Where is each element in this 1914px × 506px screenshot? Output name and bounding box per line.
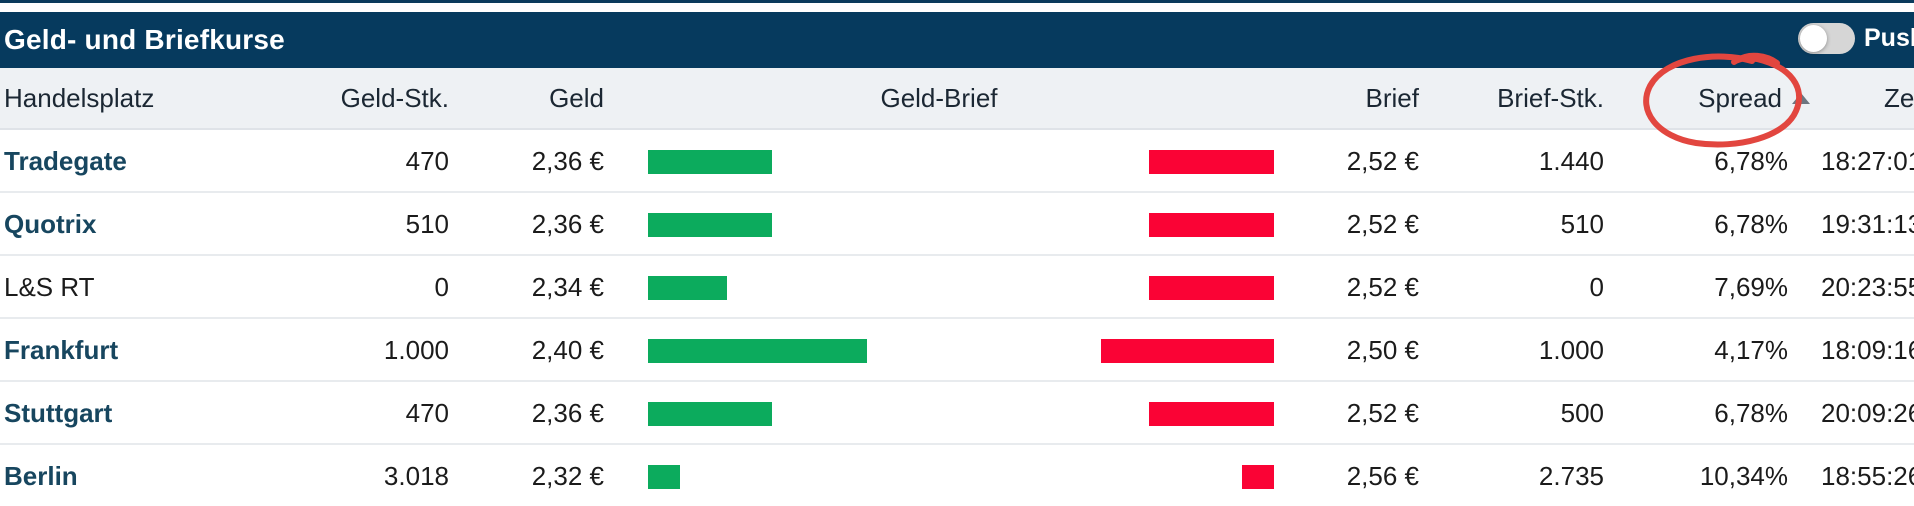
brief-value: 2,52 €	[1346, 272, 1419, 302]
widget-title-bar: Geld- und Briefkurse Push	[0, 12, 1914, 68]
column-header-handelsplatz[interactable]: Handelsplatz	[4, 82, 155, 113]
geld-value: 2,32 €	[531, 461, 604, 491]
geld-value: 2,36 €	[531, 398, 604, 428]
zeit-value: 20:09:26	[1821, 398, 1914, 428]
ask-bar	[1242, 464, 1274, 489]
column-header-brief-stk[interactable]: Brief-Stk.	[1497, 82, 1604, 113]
geld-value: 2,34 €	[531, 272, 604, 302]
geld-brief-bar-cell	[604, 445, 1274, 506]
geld-brief-bar-cell	[604, 319, 1274, 382]
spread-value: 6,78%	[1714, 146, 1788, 176]
top-border-line	[0, 0, 1914, 3]
brief-value: 2,52 €	[1346, 209, 1419, 239]
push-toggle-group: Push	[1798, 23, 1914, 54]
bid-bar	[648, 275, 727, 300]
ask-bar	[1101, 338, 1274, 363]
geld-brief-bar-cell	[604, 130, 1274, 193]
brief-value: 2,50 €	[1346, 335, 1419, 365]
bid-bar	[648, 464, 680, 489]
column-header-geld-stk[interactable]: Geld-Stk.	[340, 82, 449, 113]
geld-stk-value: 3.018	[383, 461, 449, 491]
spread-value: 6,78%	[1714, 209, 1788, 239]
ask-bar	[1149, 401, 1274, 426]
brief-stk-value: 2.735	[1538, 461, 1604, 491]
brief-stk-value: 1.440	[1538, 146, 1604, 176]
geld-stk-value: 470	[405, 146, 449, 176]
zeit-value: 19:31:13	[1821, 209, 1914, 239]
geld-brief-bar-cell	[604, 256, 1274, 319]
zeit-value: 18:55:26	[1821, 461, 1914, 491]
brief-stk-value: 0	[1589, 272, 1604, 302]
geld-brief-bar-cell	[604, 382, 1274, 445]
geld-stk-value: 0	[434, 272, 449, 302]
geld-value: 2,36 €	[531, 209, 604, 239]
table-row: Tradegate 470 2,36 € 2,52 € 1.440 6,78% …	[0, 130, 1914, 193]
table-row: Quotrix 510 2,36 € 2,52 € 510 6,78% 19:3…	[0, 193, 1914, 256]
brief-stk-value: 510	[1560, 209, 1604, 239]
table-row: Stuttgart 470 2,36 € 2,52 € 500 6,78% 20…	[0, 382, 1914, 445]
column-header-geld-brief[interactable]: Geld-Brief	[880, 82, 998, 113]
geld-stk-value: 470	[405, 398, 449, 428]
table-row: Berlin 3.018 2,32 € 2,56 € 2.735 10,34% …	[0, 445, 1914, 506]
top-gap	[0, 3, 1914, 12]
venue-link: L&S RT	[4, 272, 95, 302]
widget-title: Geld- und Briefkurse	[4, 24, 285, 55]
brief-value: 2,56 €	[1346, 461, 1419, 491]
bid-bar	[648, 338, 867, 363]
venue-link[interactable]: Frankfurt	[4, 335, 119, 365]
venue-link[interactable]: Stuttgart	[4, 398, 113, 428]
geld-value: 2,36 €	[531, 146, 604, 176]
push-toggle-knob	[1800, 25, 1827, 52]
ask-bar	[1149, 212, 1274, 237]
column-header-spread[interactable]: Spread	[1604, 82, 1810, 114]
brief-value: 2,52 €	[1346, 398, 1419, 428]
geld-stk-value: 1.000	[383, 335, 449, 365]
geld-value: 2,40 €	[531, 335, 604, 365]
zeit-value: 18:27:01	[1821, 146, 1914, 176]
push-toggle[interactable]	[1798, 23, 1855, 54]
table-body: Tradegate 470 2,36 € 2,52 € 1.440 6,78% …	[0, 130, 1914, 506]
venue-link[interactable]: Berlin	[4, 461, 78, 491]
brief-stk-value: 500	[1560, 398, 1604, 428]
geld-stk-value: 510	[405, 209, 449, 239]
table-row: Frankfurt 1.000 2,40 € 2,50 € 1.000 4,17…	[0, 319, 1914, 382]
brief-value: 2,52 €	[1346, 146, 1419, 176]
zeit-value: 20:23:55	[1821, 272, 1914, 302]
column-header-brief[interactable]: Brief	[1365, 82, 1419, 113]
geld-brief-bar-cell	[604, 193, 1274, 256]
bid-bar	[648, 212, 772, 237]
brief-stk-value: 1.000	[1538, 335, 1604, 365]
table-header-row: Handelsplatz Geld-Stk. Geld Geld-Brief B…	[0, 68, 1914, 130]
ask-bar	[1149, 275, 1274, 300]
spread-value: 4,17%	[1714, 335, 1788, 365]
table-row: L&S RT 0 2,34 € 2,52 € 0 7,69% 20:23:55	[0, 256, 1914, 319]
spread-value: 7,69%	[1714, 272, 1788, 302]
spread-value: 10,34%	[1699, 461, 1788, 491]
venue-link[interactable]: Tradegate	[4, 146, 127, 176]
bid-bar	[648, 149, 772, 174]
ask-bar	[1149, 149, 1274, 174]
spread-header-label: Spread	[1698, 82, 1782, 113]
push-toggle-label: Push	[1864, 24, 1914, 52]
bid-bar	[648, 401, 772, 426]
column-header-zeit[interactable]: Zeit	[1884, 82, 1914, 113]
column-header-geld[interactable]: Geld	[549, 82, 604, 113]
spread-value: 6,78%	[1714, 398, 1788, 428]
venue-link[interactable]: Quotrix	[4, 209, 97, 239]
zeit-value: 18:09:16	[1821, 335, 1914, 365]
